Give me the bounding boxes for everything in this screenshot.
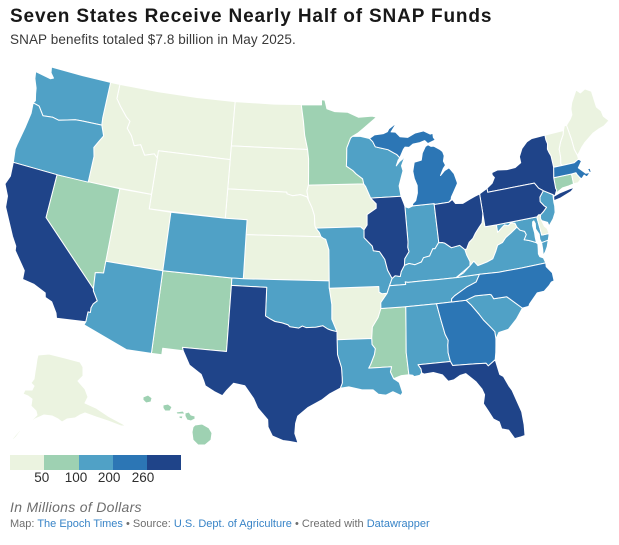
state-il[interactable] [363, 195, 410, 279]
map-credit-label: Map: [10, 518, 35, 530]
legend-swatch-5 [147, 455, 182, 470]
bullet-separator-1: • [125, 518, 130, 530]
map-credit-link[interactable]: The Epoch Times [37, 518, 123, 530]
legend-label-200: 200 [97, 470, 121, 485]
us-map-container [0, 58, 619, 450]
state-az[interactable] [83, 260, 164, 354]
legend-swatch-2 [44, 455, 79, 470]
legend-label-100: 100 [64, 470, 88, 485]
legend-swatch-4 [112, 455, 148, 470]
color-legend [10, 455, 182, 470]
legend-label-50: 50 [34, 470, 50, 485]
us-choropleth-map [4, 66, 610, 449]
legend-swatch-3 [78, 455, 113, 470]
datawrapper-link[interactable]: Datawrapper [366, 518, 430, 530]
created-with-label: Created with [301, 518, 364, 530]
bullet-separator-2: • [294, 518, 299, 530]
state-pa[interactable] [479, 182, 547, 228]
state-mi[interactable] [369, 123, 458, 207]
legend-labels: 50 100 200 260 [10, 470, 230, 485]
state-ny[interactable] [486, 134, 558, 197]
state-tx[interactable] [182, 284, 343, 444]
state-or[interactable] [12, 102, 105, 183]
legend-swatch-1 [10, 455, 45, 470]
chart-subtitle: SNAP benefits totaled $7.8 billion in Ma… [10, 32, 296, 47]
state-AK[interactable] [11, 353, 127, 442]
attribution-line: Map: The Epoch Times • Source: U.S. Dept… [10, 518, 430, 530]
state-ca[interactable] [4, 161, 98, 323]
state-nc[interactable] [451, 262, 555, 309]
state-VA-eastern-shore[interactable] [541, 239, 549, 256]
state-oh[interactable] [433, 193, 484, 250]
source-link[interactable]: U.S. Dept. of Agriculture [173, 518, 292, 530]
source-label: Source: [132, 518, 171, 530]
state-FL-keys[interactable] [507, 437, 522, 449]
state-md[interactable] [495, 216, 550, 244]
state-ia[interactable] [306, 183, 377, 231]
legend-label-260: 260 [131, 470, 155, 485]
state-ma[interactable] [553, 158, 592, 180]
state-NY-long-island[interactable] [553, 186, 575, 202]
state-co[interactable] [162, 211, 248, 280]
legend-note: In Millions of Dollars [10, 499, 142, 515]
state-fl[interactable] [417, 359, 526, 440]
state-ks[interactable] [242, 234, 330, 282]
state-HI[interactable] [142, 394, 213, 446]
state-wy[interactable] [148, 150, 231, 219]
state-me[interactable] [566, 88, 610, 156]
chart-title: Seven States Receive Nearly Half of SNAP… [10, 6, 493, 27]
state-nm[interactable] [150, 270, 233, 356]
